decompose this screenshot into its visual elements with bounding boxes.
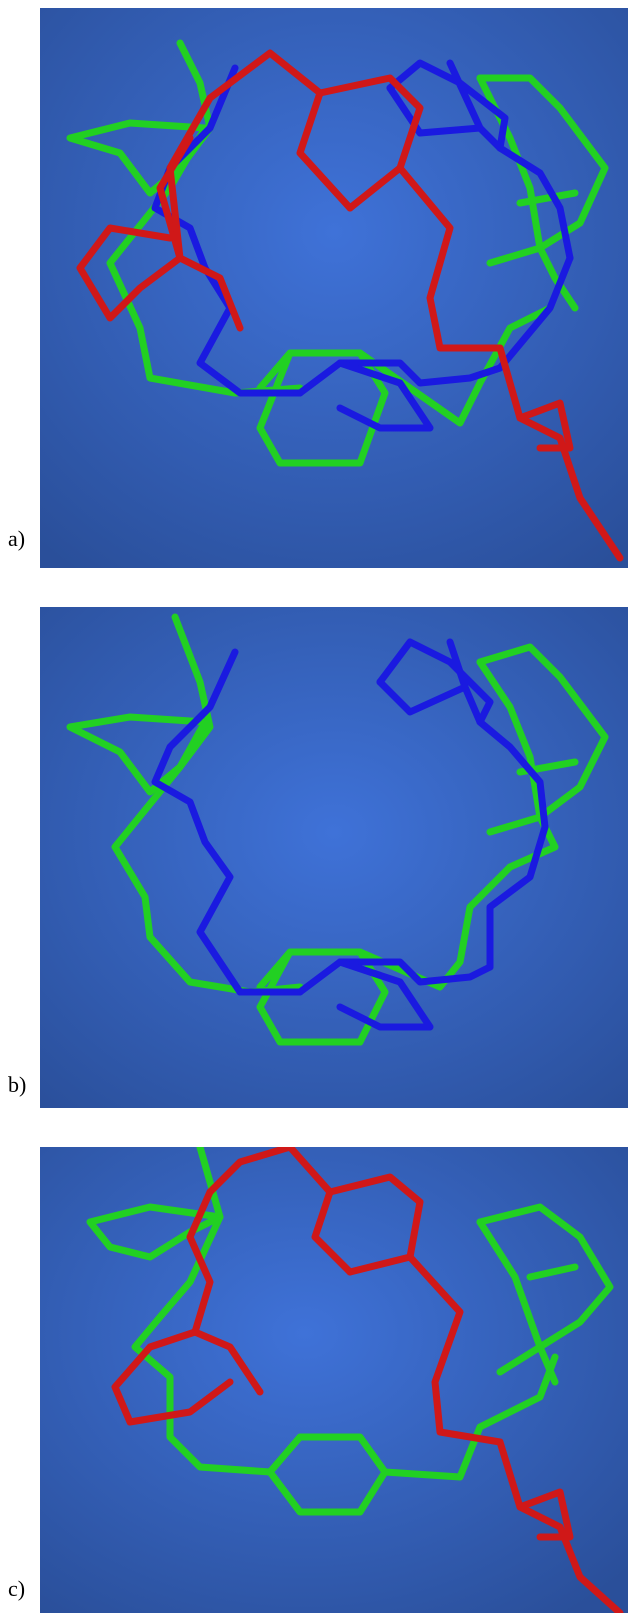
panel-b-label: b) bbox=[8, 1072, 27, 1097]
panel-a-blue-chain bbox=[151, 59, 574, 432]
panel-a-label: a) bbox=[8, 526, 26, 551]
panel-a-molecule-image bbox=[40, 8, 628, 568]
panel-b-molecule-image bbox=[40, 607, 628, 1108]
panel-c-svg bbox=[40, 1147, 628, 1613]
panel-b-blue-chain bbox=[151, 638, 549, 1031]
panel-c-label: c) bbox=[8, 1576, 26, 1601]
panel-a-svg bbox=[40, 8, 628, 568]
panel-a-red-chain bbox=[76, 49, 624, 562]
panel-c-green-chain bbox=[86, 1147, 614, 1516]
panel-c-molecule-image bbox=[40, 1147, 628, 1613]
panel-b-svg bbox=[40, 607, 628, 1108]
panel-c-background bbox=[40, 1147, 628, 1613]
panel-c-red-chain bbox=[111, 1147, 624, 1613]
